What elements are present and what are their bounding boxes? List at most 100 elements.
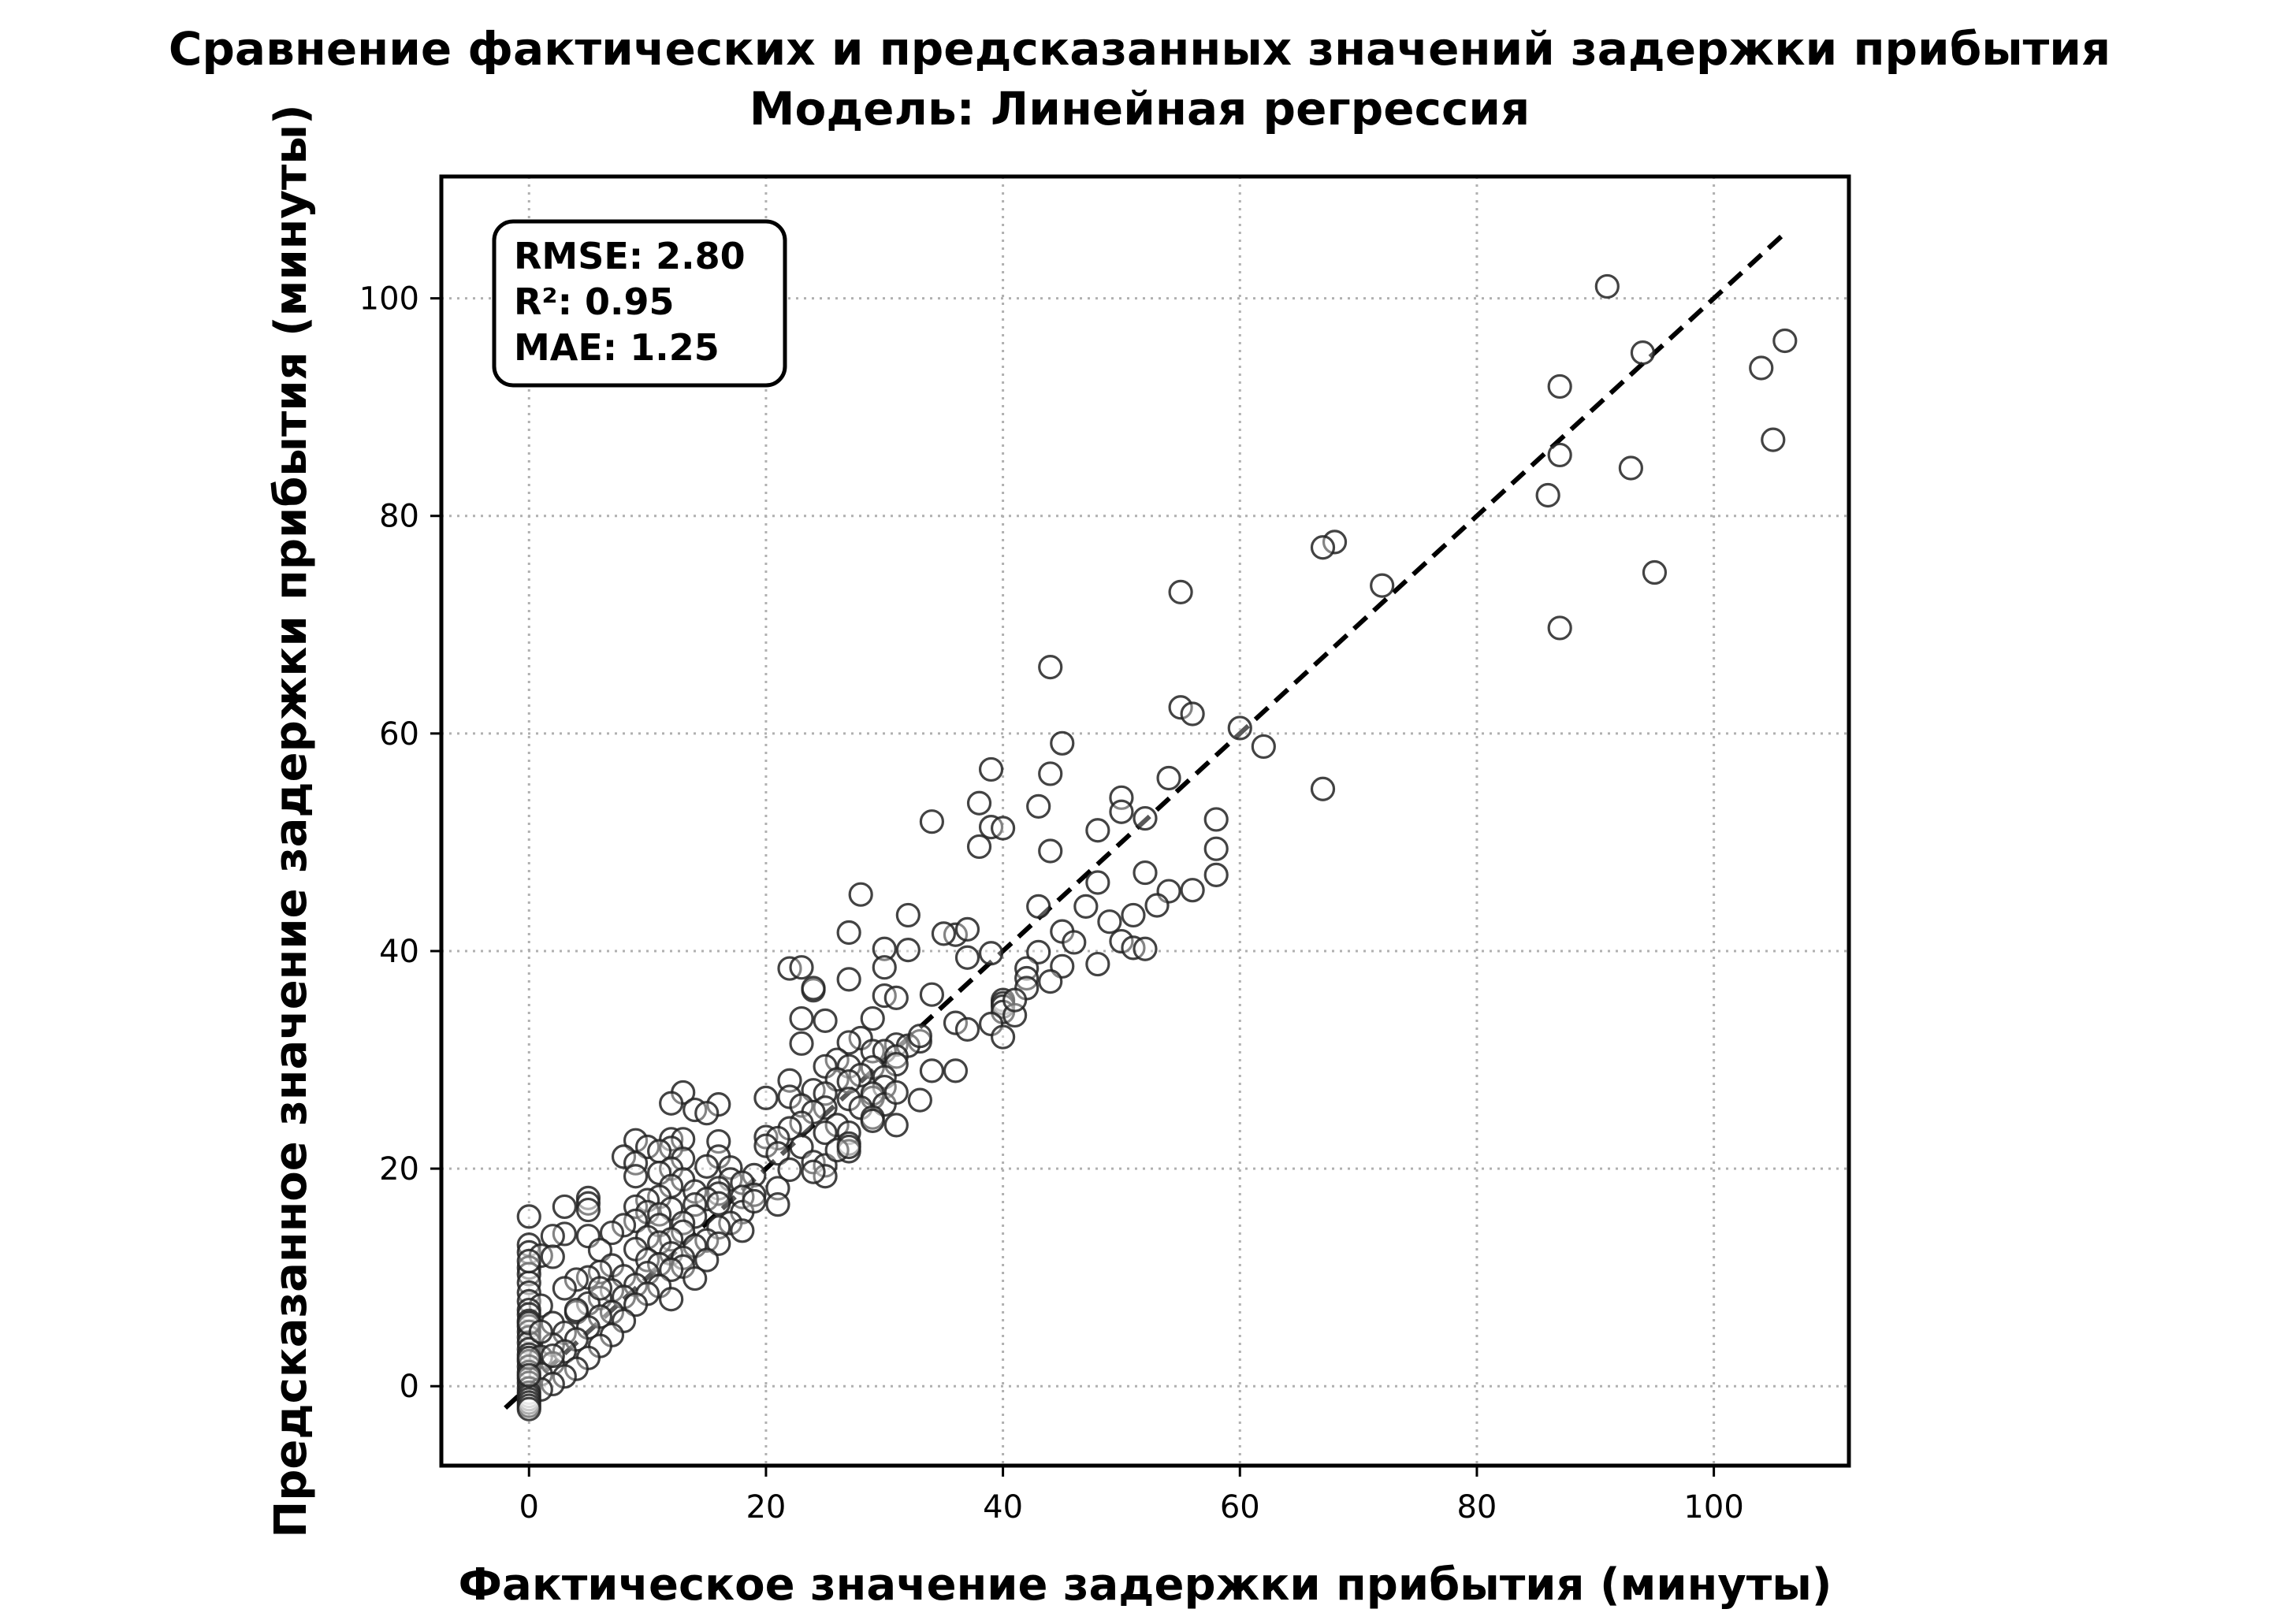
scatter-point xyxy=(516,1248,541,1274)
scatter-point xyxy=(1062,930,1087,955)
scatter-point xyxy=(824,1113,850,1138)
scatter-point xyxy=(907,1024,932,1049)
scatter-point xyxy=(659,1091,684,1116)
scatter-point xyxy=(552,1276,577,1301)
scatter-point xyxy=(1038,838,1063,864)
y-tick-label: 80 xyxy=(379,499,419,535)
scatter-point xyxy=(789,955,814,980)
scatter-point xyxy=(990,816,1016,841)
scatter-point xyxy=(824,1047,850,1072)
scatter-point xyxy=(575,1191,601,1216)
scatter-point xyxy=(1203,862,1229,887)
stats-mae: MAE: 1.25 xyxy=(514,326,720,369)
scatter-point xyxy=(694,1154,720,1179)
scatter-point xyxy=(1038,969,1063,994)
y-tick-label: 40 xyxy=(379,934,419,970)
chart-subtitle: Модель: Линейная регрессия xyxy=(749,82,1530,136)
scatter-point xyxy=(919,1058,944,1083)
scatter-point xyxy=(777,1157,802,1183)
scatter-point xyxy=(753,1133,779,1158)
scatter-point xyxy=(1370,573,1395,598)
scatter-point xyxy=(1227,715,1252,741)
y-tick-label: 100 xyxy=(359,281,419,318)
scatter-point xyxy=(1251,734,1276,760)
scatter-point xyxy=(1761,427,1786,452)
scatter-point xyxy=(895,902,921,928)
y-tick-label: 20 xyxy=(379,1151,419,1187)
scatter-point xyxy=(706,1231,731,1256)
scatter-point xyxy=(836,1030,861,1055)
scatter-point xyxy=(623,1164,649,1189)
scatter-point xyxy=(694,1101,720,1126)
axis-ticks: 0 20 40 60 80 100 0 20 40 60 80 100 xyxy=(359,281,1744,1526)
plot-frame xyxy=(439,174,1851,1468)
reference-line-group xyxy=(504,231,1787,1410)
scatter-point xyxy=(683,1179,708,1204)
scatter-point xyxy=(563,1297,589,1323)
chart-title: Сравнение фактических и предсказанных зн… xyxy=(169,22,2111,76)
scatter-point xyxy=(540,1224,565,1249)
scatter-point xyxy=(1073,894,1099,919)
scatter-point xyxy=(836,1134,861,1160)
scatter-point xyxy=(1203,807,1229,832)
scatter-point xyxy=(919,809,944,834)
scatter-point xyxy=(860,1005,885,1031)
scatter-point xyxy=(1085,818,1110,843)
scatter-point xyxy=(516,1396,541,1421)
scatter-point xyxy=(1630,340,1656,366)
stats-rmse: RMSE: 2.80 xyxy=(514,235,746,277)
scatter-point xyxy=(789,1005,814,1031)
scatter-point xyxy=(789,1031,814,1056)
scatter-point xyxy=(1038,761,1063,786)
stats-box: RMSE: 2.80 R²: 0.95 MAE: 1.25 xyxy=(492,219,787,388)
x-tick-label: 0 xyxy=(519,1489,539,1526)
scatter-point xyxy=(1749,355,1774,381)
scatter-point xyxy=(978,756,1004,782)
y-tick-label: 60 xyxy=(379,716,419,753)
scatter-point xyxy=(1203,836,1229,861)
scatter-point xyxy=(659,1257,684,1283)
scatter-point xyxy=(954,1016,980,1042)
scatter-point xyxy=(1594,273,1620,299)
scatter-point xyxy=(552,1194,577,1220)
scatter-point xyxy=(1109,799,1134,824)
scatter-point xyxy=(1180,701,1205,727)
scatter-point xyxy=(895,937,921,963)
stats-r2: R²: 0.95 xyxy=(514,281,674,323)
scatter-point xyxy=(1310,776,1336,801)
scatter-point xyxy=(1133,936,1158,961)
scatter-point xyxy=(1026,939,1051,964)
scatter-point xyxy=(1547,442,1572,468)
scatter-point xyxy=(883,1113,909,1138)
scatter-point xyxy=(516,1362,541,1388)
scatter-point xyxy=(1050,730,1075,756)
x-tick-label: 80 xyxy=(1456,1489,1497,1526)
scatter-point xyxy=(872,936,897,961)
scatter-point xyxy=(1026,894,1051,919)
scatter-point xyxy=(659,1287,684,1312)
scatter-point xyxy=(1168,579,1193,604)
scatter-point xyxy=(907,1087,932,1113)
scatter-point xyxy=(943,1010,969,1035)
scatter-point xyxy=(966,790,992,816)
scatter-point xyxy=(1133,805,1158,831)
scatter-point xyxy=(552,1364,577,1389)
scatter-point xyxy=(563,1356,589,1381)
scatter-point xyxy=(1322,530,1348,555)
scatter-point xyxy=(623,1292,649,1317)
scatter-point xyxy=(765,1141,790,1166)
scatter-point xyxy=(801,976,826,1001)
scatter-point xyxy=(801,1159,826,1184)
scatter-point xyxy=(683,1265,708,1291)
scatter-point xyxy=(516,1262,541,1287)
scatter-point xyxy=(1085,870,1110,895)
scatter-point xyxy=(872,955,897,980)
scatter-point xyxy=(813,1120,838,1146)
scatter-point xyxy=(671,1210,696,1236)
scatter-point xyxy=(765,1192,790,1217)
scatter-point xyxy=(1026,793,1051,819)
x-tick-label: 40 xyxy=(983,1489,1023,1526)
x-axis-label: Фактическое значение задержки прибытия (… xyxy=(459,1559,1832,1611)
scatter-point xyxy=(943,1058,969,1083)
